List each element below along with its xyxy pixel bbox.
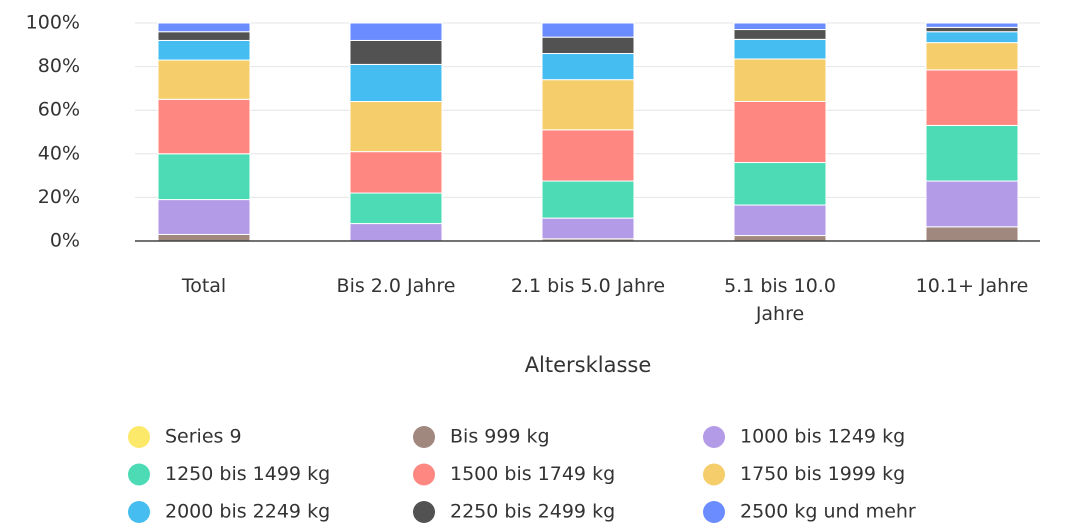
legend-marker xyxy=(128,426,150,448)
x-tick-label: 5.1 bis 10.0 Jahre xyxy=(724,275,836,325)
legend-label: Series 9 xyxy=(165,426,242,448)
bar-segment xyxy=(541,79,635,131)
bar-segment xyxy=(541,180,635,219)
bar-segment xyxy=(349,223,443,242)
legend-marker xyxy=(703,463,725,486)
bar-segment xyxy=(925,69,1019,126)
bar-segment xyxy=(157,31,251,41)
bar-segment xyxy=(157,233,251,242)
legend-label: 1000 bis 1249 kg xyxy=(740,426,905,448)
bar-segment xyxy=(925,26,1019,33)
bar-segment xyxy=(157,39,251,61)
bar-segment xyxy=(733,58,827,102)
x-tick-label: 10.1+ Jahre xyxy=(915,275,1029,297)
x-tick-label: Total xyxy=(181,275,227,297)
legend-marker xyxy=(413,426,435,448)
bar-segment xyxy=(157,199,251,235)
y-tick-label: 20% xyxy=(38,186,80,208)
bar-segment xyxy=(925,124,1019,182)
bar-segment xyxy=(733,22,827,31)
bar-segment xyxy=(157,98,251,155)
y-tick-label: 60% xyxy=(38,99,80,121)
bar-segment xyxy=(733,38,827,60)
bar-segment xyxy=(541,129,635,182)
bar-segment xyxy=(733,100,827,164)
y-tick-label: 80% xyxy=(38,55,80,77)
legend-marker xyxy=(703,426,725,448)
bar-segment xyxy=(349,100,443,153)
x-tick-label: 2.1 bis 5.0 Jahre xyxy=(510,275,666,297)
bar-segment xyxy=(349,22,443,41)
y-tick-label: 40% xyxy=(38,142,80,164)
legend-label: 2500 kg und mehr xyxy=(740,501,916,523)
legend-marker xyxy=(703,501,725,523)
x-axis-title: Altersklasse xyxy=(525,353,652,377)
bar-segment xyxy=(925,42,1019,71)
bar-segment xyxy=(349,39,443,65)
legend-label: Bis 999 kg xyxy=(450,426,550,448)
legend-label: 1750 bis 1999 kg xyxy=(740,463,905,485)
legend-label: 2250 bis 2499 kg xyxy=(450,501,615,523)
bar-segment xyxy=(541,36,635,55)
y-tick-label: 100% xyxy=(26,12,80,34)
y-tick-label: 0% xyxy=(50,230,80,252)
bar-segment xyxy=(925,22,1019,28)
bar-segment xyxy=(925,226,1019,242)
bar-segment xyxy=(733,29,827,40)
legend-label: 1500 bis 1749 kg xyxy=(450,463,615,485)
bar-segment xyxy=(541,53,635,81)
bar-segment xyxy=(157,153,251,201)
legend-marker xyxy=(128,463,150,486)
bar-segment xyxy=(349,192,443,225)
legend-marker xyxy=(413,463,435,486)
bar-segment xyxy=(733,162,827,206)
bar-segment xyxy=(925,31,1019,44)
bar-segment xyxy=(733,235,827,242)
bar-segment xyxy=(349,63,443,102)
bar-segment xyxy=(349,151,443,194)
bar-segment xyxy=(157,22,251,33)
legend-marker xyxy=(128,501,150,523)
x-tick-label: Bis 2.0 Jahre xyxy=(336,275,456,297)
legend-label: 2000 bis 2249 kg xyxy=(165,501,330,523)
bar-segment xyxy=(541,22,635,38)
bar-segment xyxy=(541,217,635,240)
bar-segment xyxy=(157,59,251,100)
bar-segment xyxy=(925,180,1019,228)
bar-segment xyxy=(733,204,827,237)
legend-marker xyxy=(413,501,435,523)
legend-label: 1250 bis 1499 kg xyxy=(165,463,330,485)
